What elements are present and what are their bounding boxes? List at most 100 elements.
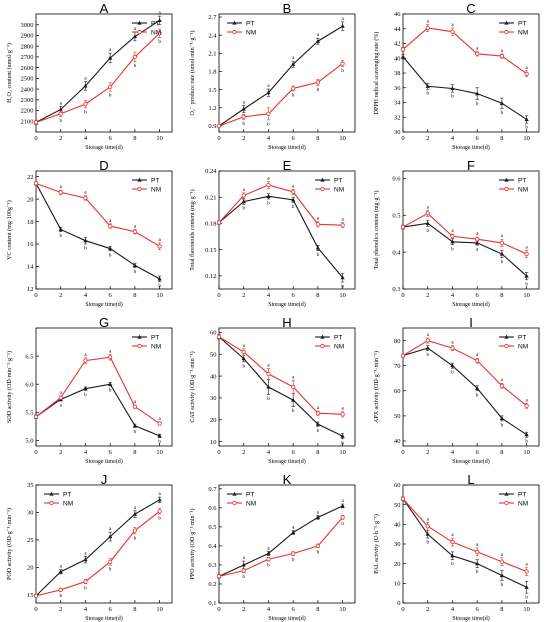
significance-letter-l-pt: b — [426, 541, 429, 546]
y-axis-label-b: O₂⁻ produce rate (umol·min⁻¹·g⁻¹) — [189, 30, 196, 115]
significance-letter-e-pt: b — [292, 205, 295, 210]
significance-letter-b-pt: a — [292, 56, 295, 61]
plot-frame-a — [35, 13, 173, 133]
significance-letter-c-nm: a — [451, 23, 454, 28]
legend-label-pt: PT — [151, 20, 159, 27]
x-tick-label-c: 8 — [500, 135, 503, 142]
significance-letter-j-nm: b — [84, 586, 87, 591]
data-point-b-nm — [216, 123, 222, 129]
data-point-e-nm — [291, 189, 296, 195]
x-axis-label-j: Storage time(d) — [85, 615, 123, 622]
significance-letter-f-nm: a — [427, 205, 430, 210]
significance-letter-c-pt: b — [501, 111, 504, 116]
x-tick-label-a: 8 — [133, 135, 136, 142]
legend-label-nm: NM — [518, 500, 528, 507]
data-point-k-nm — [241, 568, 246, 573]
significance-letter-l-nm: a — [451, 533, 454, 538]
x-tick-label-i: 4 — [451, 449, 455, 456]
series-line-f-pt — [402, 222, 528, 277]
data-point-b-pt — [315, 38, 321, 43]
data-point-e-nm — [340, 223, 345, 228]
data-point-i-pt — [425, 345, 430, 350]
x-axis-label-h: Storage time(d) — [268, 458, 306, 465]
x-axis-label-k: Storage time(d) — [268, 615, 306, 622]
x-tick-label-j: 8 — [133, 606, 136, 613]
chart-panel-j: J 0 2 4 6 8 10 15 20 25 30 35 Storage time(d) POD act… — [6, 472, 173, 622]
data-point-d-nm — [33, 181, 39, 186]
data-point-a-pt — [58, 107, 63, 112]
legend-marker-nm — [504, 186, 509, 192]
significance-letter-k-pt: a — [267, 547, 270, 552]
legend-label-nm: NM — [63, 500, 73, 507]
x-tick-label-f: 4 — [451, 292, 455, 299]
data-point-d-pt — [157, 276, 162, 281]
y-tick-label-d: 22 — [27, 174, 34, 181]
data-point-a-nm — [83, 102, 88, 107]
data-point-k-pt — [241, 562, 246, 567]
panel-letter-k: K — [283, 472, 292, 487]
legend-marker-nm — [49, 500, 54, 506]
y-tick-label-b: 1.5 — [208, 87, 216, 94]
significance-letter-e-nm: a — [243, 188, 246, 193]
y-tick-label-e: 0.24 — [205, 168, 217, 175]
significance-letter-b-nm: b — [267, 122, 270, 127]
chart-panel-l: L 0 2 4 6 8 10 0 10 20 30 40 50 60 Storage time(d) PAL … — [373, 472, 540, 622]
y-axis-label-a: H₂O₂ content (umol·g⁻¹) — [6, 43, 13, 103]
plot-frame-f — [402, 170, 540, 290]
y-tick-label-b: 2.7 — [208, 14, 217, 21]
data-point-j-nm — [132, 528, 138, 533]
data-point-i-pt — [499, 416, 505, 420]
data-point-d-pt — [83, 238, 88, 243]
significance-letter-b-nm: b — [292, 93, 295, 98]
data-point-j-pt — [58, 569, 63, 574]
significance-letter-i-nm: a — [451, 341, 454, 346]
y-tick-label-b: 1.8 — [208, 69, 216, 76]
x-tick-label-g: 6 — [109, 449, 113, 456]
x-tick-label-h: 4 — [267, 449, 271, 456]
y-tick-label-i: 70 — [394, 363, 401, 370]
y-tick-label-a: 2200 — [21, 108, 34, 115]
x-tick-label-h: 0 — [217, 449, 220, 456]
data-point-e-pt — [291, 197, 296, 202]
data-point-e-pt — [315, 245, 321, 250]
data-point-k-pt — [266, 551, 271, 556]
significance-letter-f-nm: a — [451, 229, 454, 234]
series-line-c-nm — [402, 27, 527, 75]
y-tick-label-c: 42 — [394, 41, 401, 48]
legend-label-pt: PT — [518, 334, 526, 341]
legend-i: PT NM — [499, 334, 528, 350]
data-point-g-nm — [58, 395, 63, 400]
y-tick-label-e: 0.21 — [205, 194, 216, 201]
significance-letter-l-nm: a — [476, 543, 479, 548]
data-point-g-nm — [83, 358, 88, 363]
data-point-f-nm — [400, 224, 406, 230]
y-tick-label-h: 50 — [210, 351, 217, 358]
significance-letter-a-nm: b — [134, 64, 137, 69]
x-tick-label-g: 2 — [59, 449, 62, 456]
y-tick-label-e: 0.12 — [205, 273, 216, 280]
legend-label-pt: PT — [518, 177, 526, 184]
legend-e: PT NM — [315, 177, 344, 193]
significance-letter-d-nm: a — [134, 224, 137, 229]
y-tick-label-g: 6.0 — [25, 381, 33, 388]
data-point-h-pt — [315, 421, 321, 426]
x-tick-label-l: 0 — [401, 606, 404, 613]
data-point-g-pt — [108, 381, 113, 386]
x-tick-label-j: 4 — [84, 606, 88, 613]
x-tick-label-d: 2 — [59, 292, 62, 299]
data-point-i-nm — [499, 383, 505, 388]
significance-letter-l-pt: b — [525, 596, 528, 601]
data-point-b-pt — [291, 61, 296, 66]
legend-g: PT NM — [132, 334, 161, 350]
x-tick-label-b: 4 — [267, 135, 271, 142]
x-tick-label-h: 10 — [339, 449, 346, 456]
data-point-f-pt — [475, 240, 480, 245]
data-point-e-nm — [216, 220, 222, 225]
x-tick-label-e: 4 — [267, 292, 271, 299]
panel-letter-c: C — [466, 1, 475, 16]
x-tick-label-k: 2 — [242, 606, 245, 613]
data-point-i-nm — [400, 353, 406, 358]
panel-letter-a: A — [100, 1, 109, 16]
significance-letter-g-nm: a — [109, 349, 112, 354]
